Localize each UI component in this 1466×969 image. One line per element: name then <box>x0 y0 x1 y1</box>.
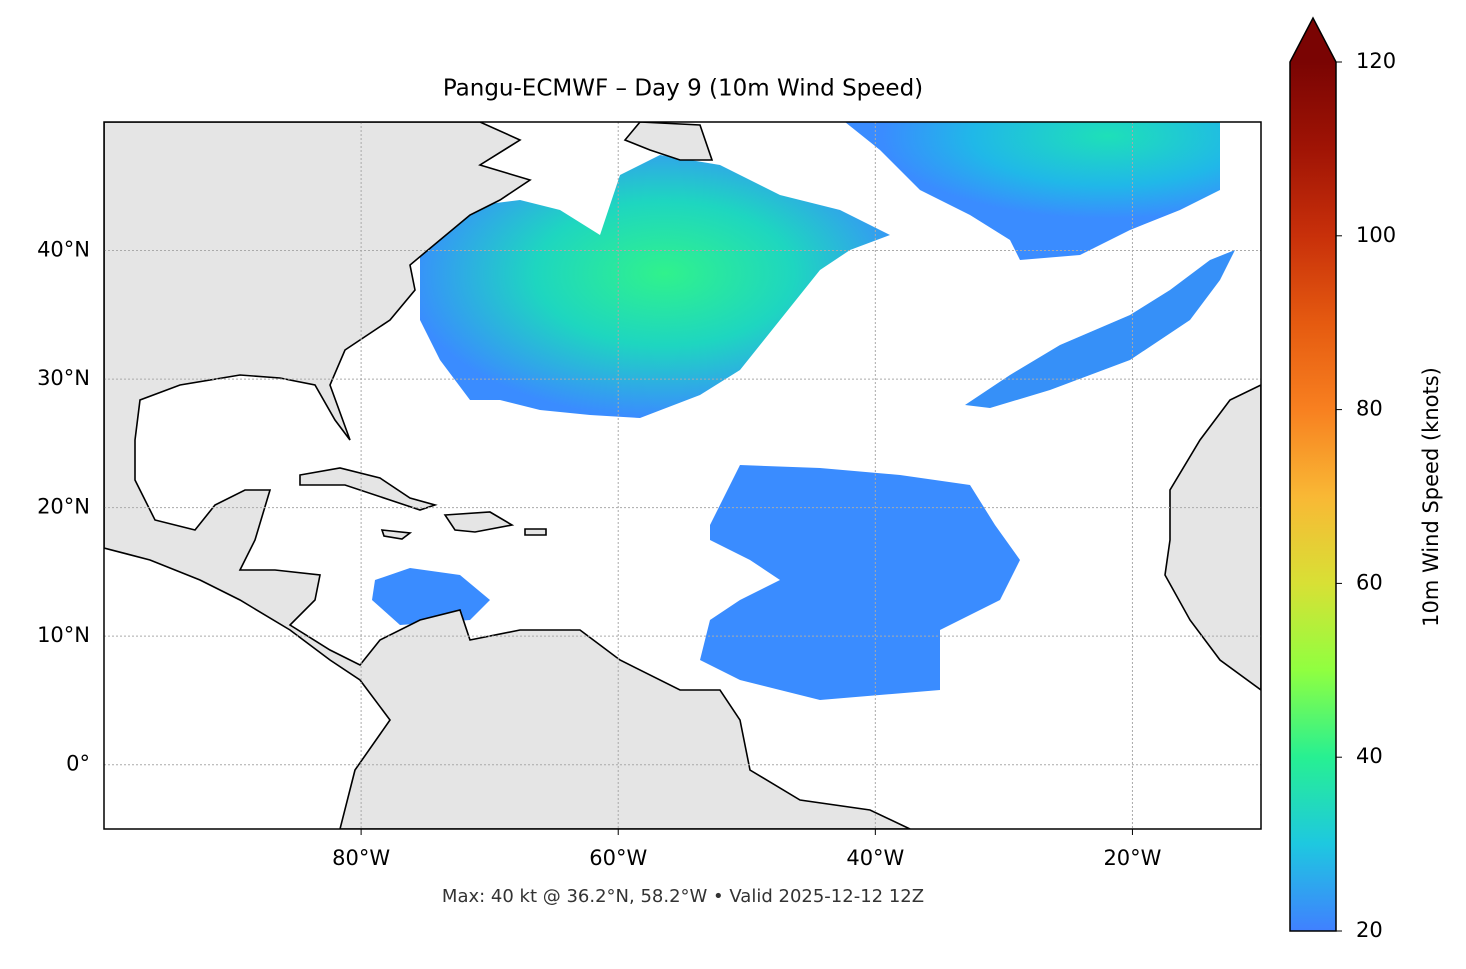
y-tick-label: 30°N <box>37 366 90 390</box>
y-tick-label: 20°N <box>37 495 90 519</box>
land-cuba <box>299 467 438 511</box>
colorbar-tick-label: 120 <box>1356 49 1396 73</box>
colorbar-extend <box>1290 18 1336 62</box>
land-puerto-rico <box>524 528 547 536</box>
colorbar-frame <box>1289 16 1337 932</box>
x-tick-label: 20°W <box>1103 846 1161 870</box>
y-tick-label: 40°N <box>37 238 90 262</box>
map-title: Pangu-ECMWF – Day 9 (10m Wind Speed) <box>443 76 923 102</box>
colorbar-tick-label: 40 <box>1356 744 1383 768</box>
land-americas <box>104 122 911 829</box>
y-tick-label: 10°N <box>37 623 90 647</box>
colorbar-label: 10m Wind Speed (knots) <box>1419 367 1443 627</box>
colorbar-tick-label: 60 <box>1356 570 1383 594</box>
land-newfoundland <box>623 122 714 161</box>
x-tick-label: 80°W <box>332 846 390 870</box>
colorbar-tick-label: 80 <box>1356 397 1383 421</box>
wind-field <box>420 155 890 418</box>
wind-field <box>965 250 1235 408</box>
land-africa <box>1164 384 1261 691</box>
x-tick-label: 40°W <box>846 846 904 870</box>
colorbar <box>1290 62 1336 931</box>
x-tick-label: 60°W <box>589 846 647 870</box>
colorbar-tick-label: 20 <box>1356 918 1383 942</box>
land-hispaniola <box>443 511 515 533</box>
map-area <box>104 122 1261 829</box>
colorbar-tick-label: 100 <box>1356 223 1396 247</box>
wind-field <box>700 465 1020 700</box>
map-frame <box>103 121 1262 830</box>
land-jamaica <box>380 529 413 540</box>
y-tick-label: 0° <box>66 752 90 776</box>
wind-field <box>845 122 1220 260</box>
footer-note: Max: 40 kt @ 36.2°N, 58.2°W • Valid 2025… <box>442 886 924 907</box>
grid <box>104 122 1261 829</box>
